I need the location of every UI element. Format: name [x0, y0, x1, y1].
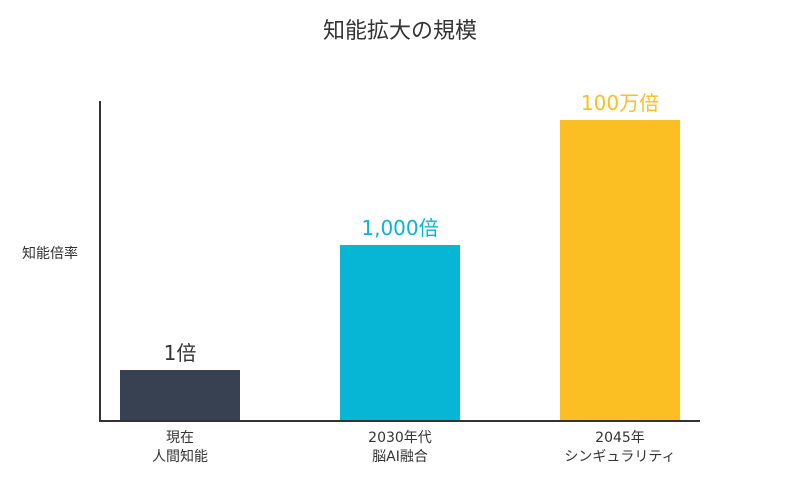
category-label-1-line-1: 現在: [166, 430, 194, 446]
y-axis-label: 知能倍率: [22, 245, 78, 262]
category-label-2-line-1: 2030年代: [368, 430, 432, 446]
bar-2: [340, 245, 460, 420]
category-label-2-line-2: 脳AI融合: [372, 449, 428, 465]
data-label-3: 100万倍: [581, 91, 659, 115]
category-label-3-line-2: シンギュラリティ: [564, 449, 675, 465]
category-label-3-line-1: 2045年: [595, 430, 645, 446]
chart-title: 知能拡大の規模: [323, 19, 477, 44]
bar-1: [120, 370, 240, 420]
bar-3: [560, 120, 680, 420]
data-label-2: 1,000倍: [361, 216, 438, 240]
data-label-1: 1倍: [164, 341, 197, 365]
category-label-1-line-2: 人間知能: [152, 448, 208, 465]
